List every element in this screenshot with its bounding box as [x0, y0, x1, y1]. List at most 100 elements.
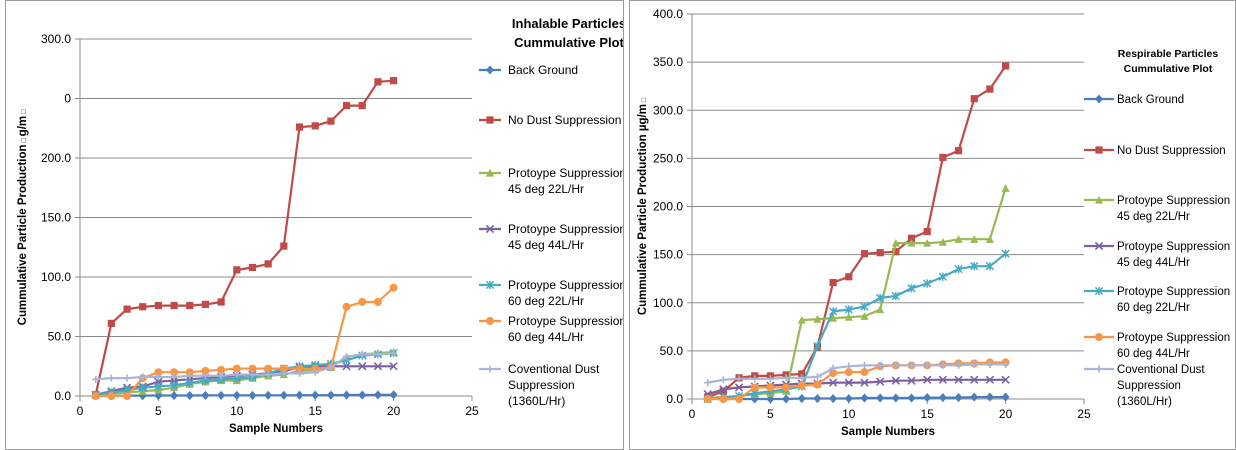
x-tick-label: 25	[1077, 407, 1091, 421]
legend-label: Protoype Suppression	[1117, 286, 1230, 298]
data-point	[233, 370, 241, 379]
data-point	[907, 284, 916, 293]
data-point	[986, 360, 994, 368]
legend-label: 45 deg 22L/Hr	[508, 182, 584, 196]
data-point	[923, 361, 931, 369]
legend-item: Back Ground	[1084, 94, 1184, 106]
data-point	[390, 349, 398, 357]
data-point	[860, 361, 869, 369]
chart-title-line-1: Inhalable Particles	[512, 16, 623, 31]
chart-title-line-1: Respirable Particles	[1118, 48, 1219, 60]
data-point	[813, 393, 822, 404]
data-point	[892, 248, 900, 256]
legend-marker	[1095, 333, 1103, 341]
data-point	[107, 319, 115, 328]
data-point	[923, 227, 931, 236]
x-tick-label: 0	[77, 404, 84, 418]
legend-marker	[1095, 94, 1103, 104]
legend-marker	[486, 317, 494, 325]
data-point	[734, 383, 744, 392]
data-point	[123, 305, 131, 313]
y-tick-label: 100.0	[41, 270, 71, 284]
legend-marker	[1095, 146, 1103, 154]
data-point	[1001, 392, 1010, 402]
legend-item: Protoype Suppression 60 deg 44L/Hr	[479, 314, 623, 344]
legend-item: Protoype Suppression 45 deg 22L/Hr	[1084, 195, 1230, 223]
legend-label: 45 deg 44L/Hr	[508, 238, 584, 252]
x-tick-label: 5	[767, 407, 774, 421]
data-point	[923, 393, 932, 403]
data-point	[907, 393, 916, 403]
data-point	[985, 262, 995, 271]
data-point	[358, 362, 367, 371]
data-point	[938, 375, 948, 384]
data-point	[860, 378, 869, 387]
data-point	[279, 390, 288, 400]
legend-marker	[485, 280, 495, 290]
data-point	[358, 350, 366, 358]
y-tick-label: 300.0	[41, 32, 71, 46]
data-point	[139, 303, 147, 311]
data-point	[954, 375, 963, 384]
y-tick-label: 250.0	[653, 151, 683, 165]
series-2	[92, 77, 398, 399]
data-point	[970, 375, 979, 384]
data-point	[954, 361, 963, 369]
data-point	[750, 383, 759, 392]
y-tick-label: 100.0	[653, 296, 683, 310]
data-point	[295, 123, 304, 131]
data-point	[876, 293, 885, 303]
legend-label: Protoype Suppression	[508, 278, 623, 292]
data-point	[938, 238, 947, 246]
data-point	[844, 368, 853, 377]
data-point	[217, 365, 226, 374]
chart-title-line-2: Cummulative Plot	[1124, 63, 1213, 75]
data-point	[311, 122, 319, 130]
legend-label: 45 deg 44L/Hr	[1117, 257, 1190, 269]
data-point	[891, 238, 900, 247]
data-point	[735, 395, 744, 403]
data-point	[233, 266, 241, 274]
data-point	[845, 362, 853, 370]
legend-marker	[1094, 241, 1104, 251]
legend-label: Suppression	[508, 378, 575, 392]
legend-item: No Dust Suppression	[479, 113, 621, 127]
legend-item: Coventional Dust Suppression (1360L/Hr)	[479, 362, 600, 408]
data-point	[923, 238, 932, 247]
data-point	[876, 361, 884, 369]
data-point	[1001, 375, 1010, 384]
legend-marker	[1095, 365, 1103, 373]
data-point	[954, 264, 963, 274]
data-point	[844, 378, 853, 387]
legend-label: Coventional Dust	[508, 362, 600, 376]
data-point	[970, 392, 979, 402]
data-point	[923, 279, 932, 288]
data-point	[797, 393, 806, 404]
data-point	[844, 313, 853, 321]
data-point	[186, 372, 194, 380]
data-point	[186, 301, 194, 310]
x-tick-label: 15	[309, 404, 323, 418]
data-point	[232, 364, 241, 373]
legend-label: Protoype Suppression	[508, 314, 623, 328]
legend-item: Back Ground	[479, 63, 578, 77]
x-tick-label: 20	[387, 404, 401, 418]
data-point	[264, 364, 273, 373]
data-point	[954, 235, 963, 243]
data-point	[844, 393, 853, 404]
data-point	[154, 301, 162, 310]
data-point	[138, 383, 147, 392]
data-point	[907, 376, 916, 385]
legend-label: 60 deg 22L/Hr	[1117, 302, 1190, 314]
legend-label: 60 deg 22L/Hr	[508, 294, 584, 308]
series-line	[95, 352, 394, 396]
data-point	[829, 364, 837, 372]
y-tick-label: 150.0	[41, 211, 71, 225]
data-point	[938, 272, 948, 281]
data-point	[813, 341, 822, 351]
data-point	[201, 372, 210, 380]
data-point	[938, 393, 947, 403]
data-point	[986, 85, 994, 93]
data-point	[169, 381, 179, 390]
data-point	[374, 78, 382, 86]
